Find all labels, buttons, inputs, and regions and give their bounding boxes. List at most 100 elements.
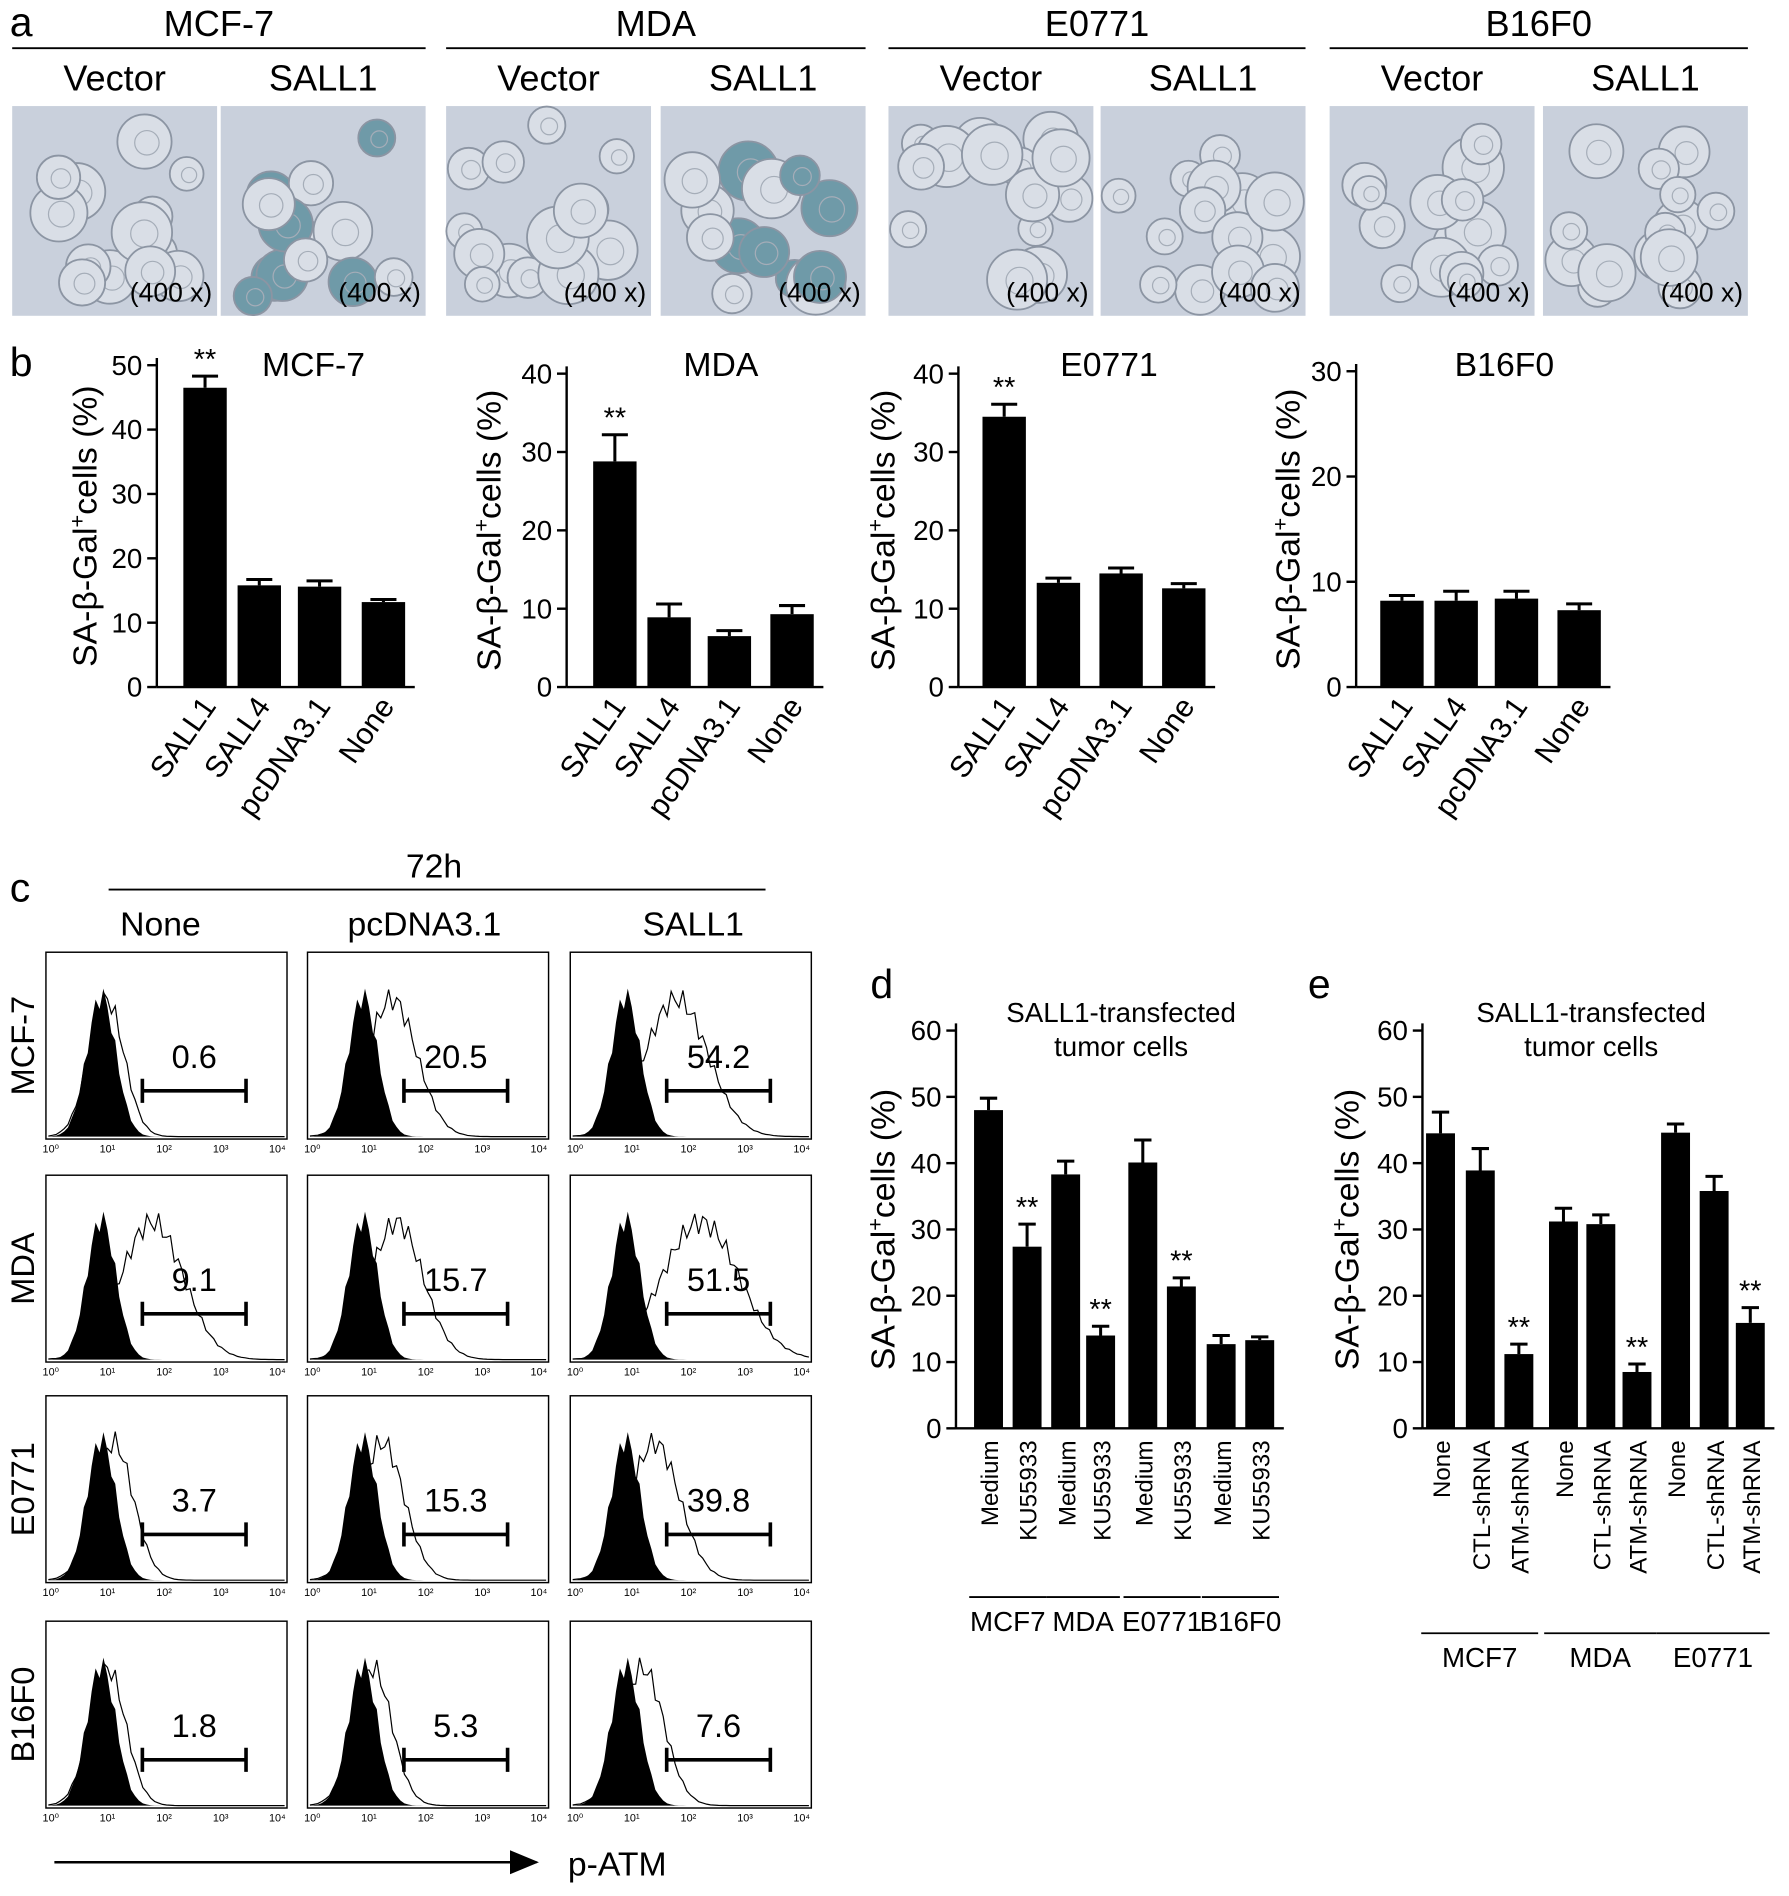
nucleus <box>50 168 72 189</box>
y-axis-label: SA-β-Gal+cells (%) <box>1267 388 1308 669</box>
nucleus <box>596 237 625 266</box>
flow-tick-label: 10² <box>418 1143 434 1155</box>
cell <box>1351 175 1387 211</box>
nucleus <box>610 149 628 166</box>
error-bar <box>1172 1276 1191 1287</box>
error-bar <box>370 598 397 603</box>
flow-tick-label: 10⁴ <box>269 1812 286 1824</box>
y-tick-label: 50 <box>1377 1082 1408 1113</box>
flow-tick-label: 10¹ <box>100 1812 116 1824</box>
nucleus <box>1490 256 1510 277</box>
nucleus <box>1363 185 1380 203</box>
cell <box>241 177 296 232</box>
error-bar <box>1018 1222 1036 1247</box>
error-bar <box>1554 1206 1573 1222</box>
y-axis-label: SA-β-Gal+cells (%) <box>468 390 509 671</box>
gate-value: 20.5 <box>424 1039 487 1075</box>
y-label-part: SA-β-Gal <box>865 1231 903 1370</box>
y-tick-label: 0 <box>1326 672 1341 703</box>
x-tick-label: ATM-shRNA <box>1508 1439 1535 1573</box>
significance: ** <box>1508 1312 1530 1344</box>
bar <box>1661 1132 1691 1429</box>
nucleus <box>47 200 75 228</box>
flow-tick-label: 10¹ <box>624 1143 640 1155</box>
nucleus <box>1674 141 1699 166</box>
row-label: E0771 <box>5 1442 41 1536</box>
y-tick-label: 30 <box>521 437 552 468</box>
bar <box>1051 1174 1081 1429</box>
condition-label: Vector <box>497 57 600 98</box>
y-label-part: + <box>1326 1218 1351 1231</box>
error-bar <box>1503 589 1530 599</box>
bar <box>237 585 281 688</box>
cell <box>35 154 82 200</box>
y-axis-label: SA-β-Gal+cells (%) <box>64 385 105 666</box>
condition-label: Vector <box>1381 57 1484 98</box>
bar <box>974 1110 1003 1429</box>
gate-value: 1.8 <box>172 1708 217 1744</box>
column-label: None <box>120 905 201 943</box>
y-label-part: + <box>64 515 89 528</box>
bar <box>1586 1224 1616 1429</box>
nucleus <box>370 130 389 149</box>
cell <box>287 160 335 207</box>
bar <box>1548 1221 1578 1429</box>
row-label: MCF-7 <box>5 996 41 1095</box>
cell <box>738 226 791 278</box>
y-label-part: cells (%) <box>1269 388 1307 517</box>
x-tick-label: None <box>741 691 809 769</box>
nucleus <box>1658 245 1685 273</box>
nucleus <box>73 272 96 295</box>
magnification: (400 x) <box>1661 277 1743 307</box>
bar <box>1465 1170 1495 1429</box>
nucleus <box>570 199 597 225</box>
nucleus <box>1265 277 1289 301</box>
nucleus <box>1022 183 1048 209</box>
gate <box>402 1747 510 1772</box>
nucleus <box>495 153 516 174</box>
y-label-part: SA-β-Gal <box>865 532 903 671</box>
nucleus <box>1158 228 1176 247</box>
error-bar <box>779 604 806 615</box>
gate <box>140 1078 248 1103</box>
cell <box>1568 123 1625 180</box>
error-bar <box>991 402 1018 417</box>
filled-histogram <box>48 1657 285 1806</box>
y-label-part: + <box>862 1218 887 1231</box>
bar <box>1426 1133 1455 1429</box>
chart-title: SALL1-transfected <box>1476 997 1706 1028</box>
error-bar <box>656 602 683 618</box>
flow-tick-label: 10⁴ <box>269 1587 286 1599</box>
flow-tick-label: 10² <box>681 1812 697 1824</box>
error-bar <box>1628 1362 1646 1372</box>
y-label-part: + <box>468 519 493 532</box>
nucleus <box>461 159 482 180</box>
x-tick-label: None <box>1664 1440 1691 1498</box>
flow-tick-label: 10⁰ <box>304 1143 320 1155</box>
flow-tick-label: 10⁴ <box>793 1143 810 1155</box>
error-bar <box>192 374 219 388</box>
y-tick-label: 30 <box>911 1214 942 1245</box>
gate-value: 7.6 <box>696 1708 741 1744</box>
cell <box>1139 265 1178 304</box>
flow-tick-label: 10¹ <box>624 1812 640 1824</box>
panel-label: b <box>10 339 33 385</box>
flow-tick-label: 10⁴ <box>793 1812 810 1824</box>
y-tick-label: 20 <box>913 515 944 546</box>
flow-tick-label: 10³ <box>474 1587 490 1599</box>
flow-tick-label: 10⁴ <box>531 1366 548 1378</box>
y-tick-label: 10 <box>913 593 944 624</box>
flow-tick-label: 10⁰ <box>567 1143 583 1155</box>
error-bar <box>1666 1122 1685 1133</box>
nucleus <box>980 141 1009 170</box>
x-tick-label: KU55933 <box>1170 1440 1197 1540</box>
y-label-part: SA-β-Gal <box>1329 1231 1367 1370</box>
y-tick-label: 30 <box>112 479 143 510</box>
significance: ** <box>1626 1332 1648 1364</box>
filled-histogram <box>572 988 809 1137</box>
nucleus <box>1586 139 1612 166</box>
x-tick-label: KU55933 <box>1016 1440 1043 1540</box>
gate <box>664 1078 773 1103</box>
y-label-part: cells (%) <box>470 390 508 519</box>
significance: ** <box>1739 1275 1761 1307</box>
